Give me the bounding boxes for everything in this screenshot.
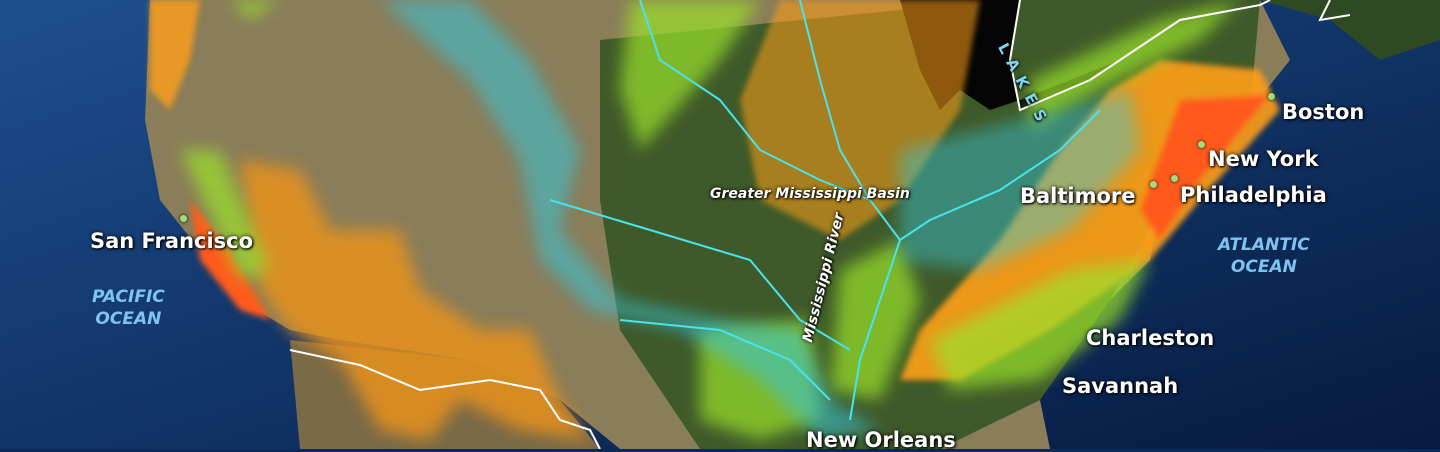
city-label-san-francisco[interactable]: San Francisco: [90, 229, 254, 253]
atlantic-line2: OCEAN: [1230, 257, 1297, 277]
borders: [289, 0, 1351, 449]
city-label-new-york[interactable]: New York: [1208, 147, 1319, 171]
atlantic-line1: ATLANTIC: [1218, 235, 1310, 255]
ohio-river-line: [899, 109, 1101, 241]
san-francisco-marker[interactable]: [180, 215, 187, 222]
us-canada-border-maine: [1318, 0, 1351, 22]
city-label-philadelphia[interactable]: Philadelphia: [1180, 183, 1327, 207]
city-label-savannah[interactable]: Savannah: [1062, 374, 1179, 398]
missouri-river-line: [639, 0, 871, 201]
desert-zone: [240, 160, 590, 440]
us-canada-border: [1008, 0, 1271, 112]
river-zone-ohio: [900, 90, 1140, 270]
arkansas-river-line: [549, 199, 851, 351]
new-york-marker[interactable]: [1198, 141, 1205, 148]
mississippi-river-line: [799, 0, 902, 421]
city-label-new-orleans[interactable]: New Orleans: [806, 428, 956, 452]
city-label-boston[interactable]: Boston: [1282, 100, 1365, 124]
river-zone: [380, 0, 880, 440]
philadelphia-marker[interactable]: [1171, 175, 1178, 182]
boston-marker[interactable]: [1268, 93, 1275, 100]
red-river-line: [619, 319, 831, 401]
pacific-ocean-label: PACIFIC OCEAN: [92, 286, 165, 330]
baltimore-marker[interactable]: [1150, 181, 1157, 188]
pacific-line2: OCEAN: [95, 309, 162, 329]
pacific-line1: PACIFIC: [92, 287, 165, 307]
us-mexico-border: [289, 349, 601, 449]
impact-patches: [150, 0, 1280, 380]
land-canada-east: [1260, 0, 1440, 60]
city-label-charleston[interactable]: Charleston: [1086, 326, 1215, 350]
basin-label: Greater Mississippi Basin: [710, 186, 910, 202]
city-label-baltimore[interactable]: Baltimore: [1020, 184, 1136, 208]
atlantic-ocean-label: ATLANTIC OCEAN: [1218, 234, 1310, 278]
rivers: [549, 0, 1101, 421]
